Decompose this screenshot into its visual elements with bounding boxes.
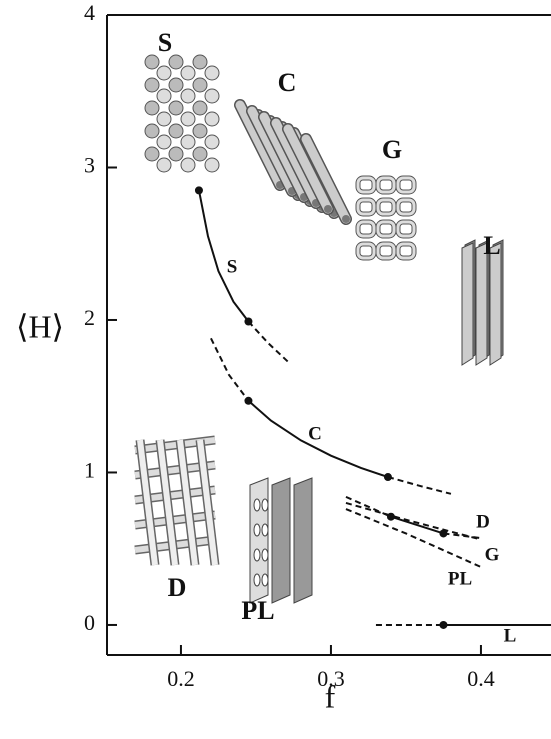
curve [199,190,249,321]
sphere [193,78,207,92]
sphere [157,112,171,126]
curve [346,497,391,517]
curve-label: PL [448,568,472,589]
sphere [169,78,183,92]
sphere [193,147,207,161]
sphere [205,135,219,149]
y-tick-label: 2 [84,305,95,330]
strut [200,440,215,565]
curve [391,517,444,534]
point [384,473,392,481]
curve [346,503,481,540]
point [244,397,252,405]
y-tick-label: 3 [84,153,95,178]
perforation [254,499,260,511]
curve-label: S [227,256,238,277]
illustrations [135,55,503,603]
layer [272,478,290,603]
sphere [205,112,219,126]
sphere [181,135,195,149]
sphere [169,101,183,115]
x-tick-label: 0.2 [167,666,195,691]
layer [294,478,312,603]
cylinder-end [324,205,332,213]
sphere [157,66,171,80]
y-tick-label: 1 [84,458,95,483]
sphere [145,101,159,115]
point [439,621,447,629]
sphere [181,66,195,80]
sphere [145,55,159,69]
perforation [254,549,260,561]
curve-label: L [504,625,517,646]
curve-label: C [308,423,322,444]
structure-label: C [278,68,297,97]
sphere [169,55,183,69]
sphere [145,78,159,92]
sphere [181,158,195,172]
y-tick-label: 4 [84,0,95,25]
sphere [193,55,207,69]
sphere [193,124,207,138]
lamella [490,243,501,365]
structure-label: D [168,573,187,602]
chart: f ⟨H⟩ SCGLDPL012340.20.30.4SCDGPLL [0,0,551,739]
curve [388,477,451,494]
lamella [476,243,487,365]
lamella [462,243,473,365]
perforation [254,574,260,586]
sphere [205,66,219,80]
cylinder-end [342,215,350,223]
sphere [193,101,207,115]
sphere [157,89,171,103]
perforation [262,549,268,561]
sphere [181,89,195,103]
x-tick-label: 0.3 [317,666,345,691]
point [195,186,203,194]
structure-label: G [382,135,402,164]
perforation [262,524,268,536]
sphere [181,112,195,126]
curve [346,509,481,567]
sphere [169,147,183,161]
sphere [205,89,219,103]
curve [248,322,289,363]
curve [211,338,249,401]
sphere [157,135,171,149]
sphere [145,124,159,138]
y-tick-label: 0 [84,610,95,635]
y-axis-label: ⟨H⟩ [16,308,64,344]
structure-label: L [483,231,500,260]
perforation [262,574,268,586]
curve-label: G [485,544,500,565]
perforation [262,499,268,511]
curve-label: D [476,511,490,532]
point [244,318,252,326]
structure-label: PL [241,596,274,625]
sphere [169,124,183,138]
perforation [254,524,260,536]
sphere [157,158,171,172]
sphere [145,147,159,161]
x-tick-label: 0.4 [467,666,495,691]
sphere [205,158,219,172]
structure-label: S [158,28,172,57]
